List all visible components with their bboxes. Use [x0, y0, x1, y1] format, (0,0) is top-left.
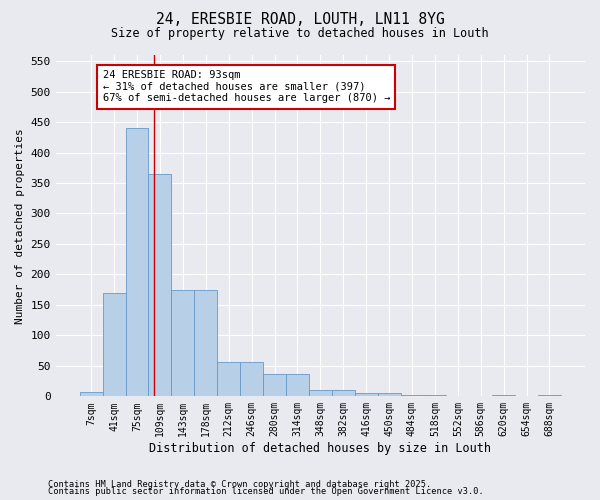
- Bar: [355, 394, 377, 396]
- Bar: [103, 292, 125, 397]
- X-axis label: Distribution of detached houses by size in Louth: Distribution of detached houses by size …: [149, 442, 491, 455]
- Text: 24 ERESBIE ROAD: 93sqm
← 31% of detached houses are smaller (397)
67% of semi-de: 24 ERESBIE ROAD: 93sqm ← 31% of detached…: [103, 70, 390, 103]
- Y-axis label: Number of detached properties: Number of detached properties: [15, 128, 25, 324]
- Bar: [263, 374, 286, 396]
- Bar: [401, 394, 424, 396]
- Bar: [194, 290, 217, 397]
- Bar: [424, 394, 446, 396]
- Bar: [538, 394, 561, 396]
- Text: 24, ERESBIE ROAD, LOUTH, LN11 8YG: 24, ERESBIE ROAD, LOUTH, LN11 8YG: [155, 12, 445, 28]
- Text: Contains HM Land Registry data © Crown copyright and database right 2025.: Contains HM Land Registry data © Crown c…: [48, 480, 431, 489]
- Bar: [240, 362, 263, 396]
- Bar: [332, 390, 355, 396]
- Bar: [286, 374, 309, 396]
- Bar: [125, 128, 148, 396]
- Text: Size of property relative to detached houses in Louth: Size of property relative to detached ho…: [111, 28, 489, 40]
- Bar: [172, 290, 194, 397]
- Bar: [377, 394, 401, 396]
- Bar: [492, 395, 515, 396]
- Bar: [80, 392, 103, 396]
- Bar: [309, 390, 332, 396]
- Bar: [217, 362, 240, 396]
- Bar: [148, 174, 172, 396]
- Text: Contains public sector information licensed under the Open Government Licence v3: Contains public sector information licen…: [48, 487, 484, 496]
